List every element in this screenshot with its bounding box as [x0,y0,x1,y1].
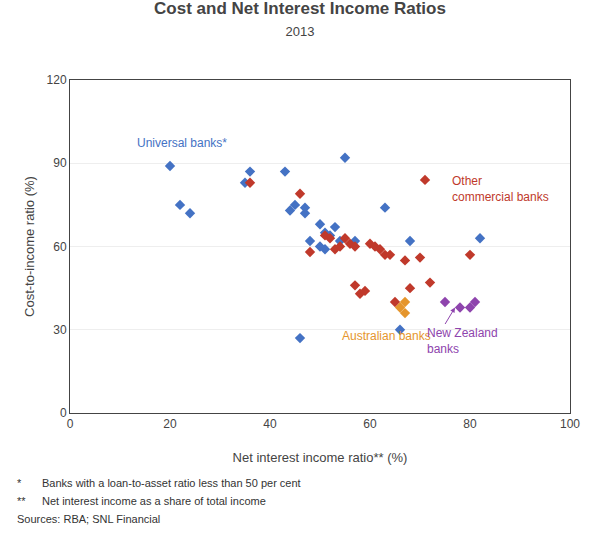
svg-text:30: 30 [53,323,67,337]
svg-text:Cost-to-income ratio (%): Cost-to-income ratio (%) [22,176,37,317]
svg-text:Sources: RBA; SNL Financial: Sources: RBA; SNL Financial [17,513,160,525]
svg-text:60: 60 [53,240,67,254]
svg-text:40: 40 [263,417,277,431]
svg-text:New Zealandbanks: New Zealandbanks [427,326,498,356]
svg-text:Universal banks*: Universal banks* [137,136,227,150]
svg-text:100: 100 [560,417,580,431]
svg-text:60: 60 [363,417,377,431]
svg-text:Banks with a loan-to-asset rat: Banks with a loan-to-asset ratio less th… [42,477,301,489]
svg-text:Cost and Net Interest Income R: Cost and Net Interest Income Ratios2013 [154,0,446,39]
svg-text:90: 90 [53,156,67,170]
svg-text:0: 0 [67,417,74,431]
svg-text:Net interest income as a share: Net interest income as a share of total … [42,495,266,507]
svg-text:20: 20 [163,417,177,431]
svg-text:80: 80 [463,417,477,431]
svg-text:Othercommercial banks: Othercommercial banks [452,174,549,204]
svg-text:0: 0 [60,406,67,420]
svg-text:120: 120 [47,73,67,87]
svg-text:**: ** [17,495,26,507]
svg-text:Net interest income ratio** (%: Net interest income ratio** (%) [233,450,408,465]
svg-text:*: * [17,477,22,489]
svg-text:Australian banks: Australian banks [342,329,431,343]
